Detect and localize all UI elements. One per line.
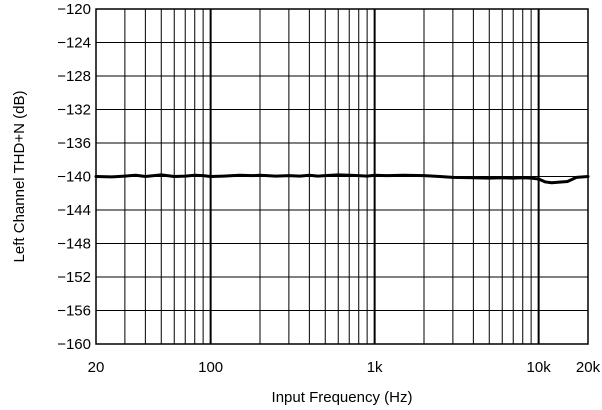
x-tick-label: 20 xyxy=(88,359,105,376)
y-tick-label: −120 xyxy=(57,1,91,18)
x-tick-label: 20k xyxy=(576,359,601,376)
y-tick-label: −152 xyxy=(57,269,91,286)
x-tick-label: 10k xyxy=(527,359,552,376)
y-tick-label: −132 xyxy=(57,102,91,119)
y-tick-labels: −120 −124 −128 −132 −136 −140 −144 −148 −152 −156… xyxy=(57,1,91,353)
x-tick-labels: 20 100 1k 10k 20k xyxy=(88,359,601,376)
plot-frame xyxy=(95,8,589,345)
y-tick-label: −156 xyxy=(57,303,91,320)
y-tick-label: −148 xyxy=(57,236,91,253)
x-tick-label: 100 xyxy=(198,359,223,376)
series-group xyxy=(94,173,590,185)
y-tick-label: −128 xyxy=(57,68,91,85)
y-tick-label: −144 xyxy=(57,202,91,219)
y-tick-label: −160 xyxy=(57,336,91,353)
series-line xyxy=(94,173,590,185)
y-axis-label: Left Channel THD+N (dB) xyxy=(11,91,28,263)
y-tick-label: −140 xyxy=(57,169,91,186)
y-tick-label: −136 xyxy=(57,135,91,152)
x-tick-label: 1k xyxy=(367,359,383,376)
x-axis-label: Input Frequency (Hz) xyxy=(272,389,413,406)
y-tick-label: −124 xyxy=(57,35,91,52)
